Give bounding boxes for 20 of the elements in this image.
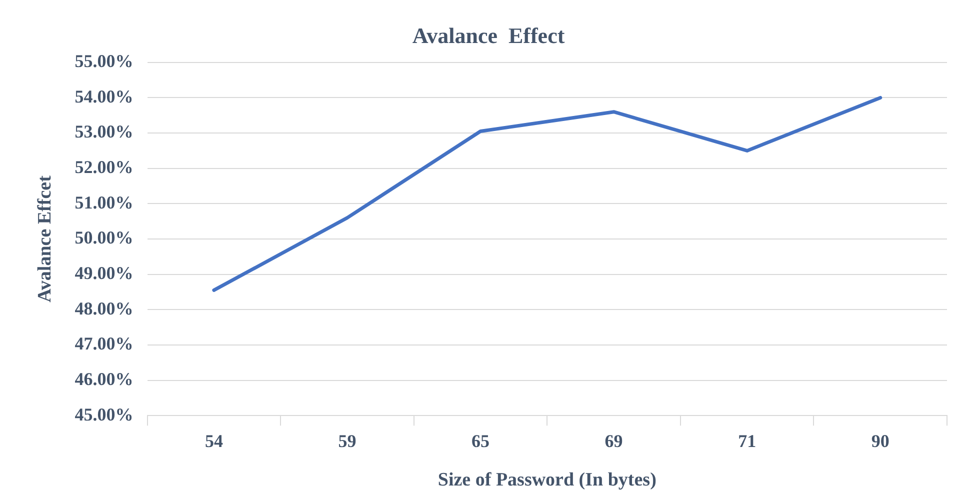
y-tick-label: 46.00% (74, 368, 134, 389)
y-tick-label: 48.00% (74, 298, 134, 318)
x-tick-label: 90 (871, 431, 890, 452)
chart-title: Avalance Effect (412, 22, 566, 48)
y-tick-label: 54.00% (74, 86, 134, 106)
y-axis-title: Avalance Effcet (34, 174, 56, 302)
y-tick-label: 52.00% (74, 157, 134, 178)
x-tick-label: 59 (338, 431, 356, 452)
y-tick-label: 47.00% (74, 334, 134, 354)
x-tick-label: 54 (204, 431, 223, 452)
x-tick-label: 65 (472, 431, 490, 452)
x-tick-label: 71 (738, 431, 756, 452)
y-tick-label: 51.00% (74, 192, 134, 212)
x-tick-label: 69 (604, 431, 623, 452)
y-tick-label: 53.00% (74, 122, 134, 142)
x-axis-title: Size of Password (In bytes) (438, 470, 656, 491)
y-tick-label: 49.00% (74, 262, 134, 283)
y-tick-label: 55.00% (74, 51, 134, 72)
y-tick-label: 45.00% (74, 404, 134, 424)
y-tick-label: 50.00% (74, 228, 134, 248)
